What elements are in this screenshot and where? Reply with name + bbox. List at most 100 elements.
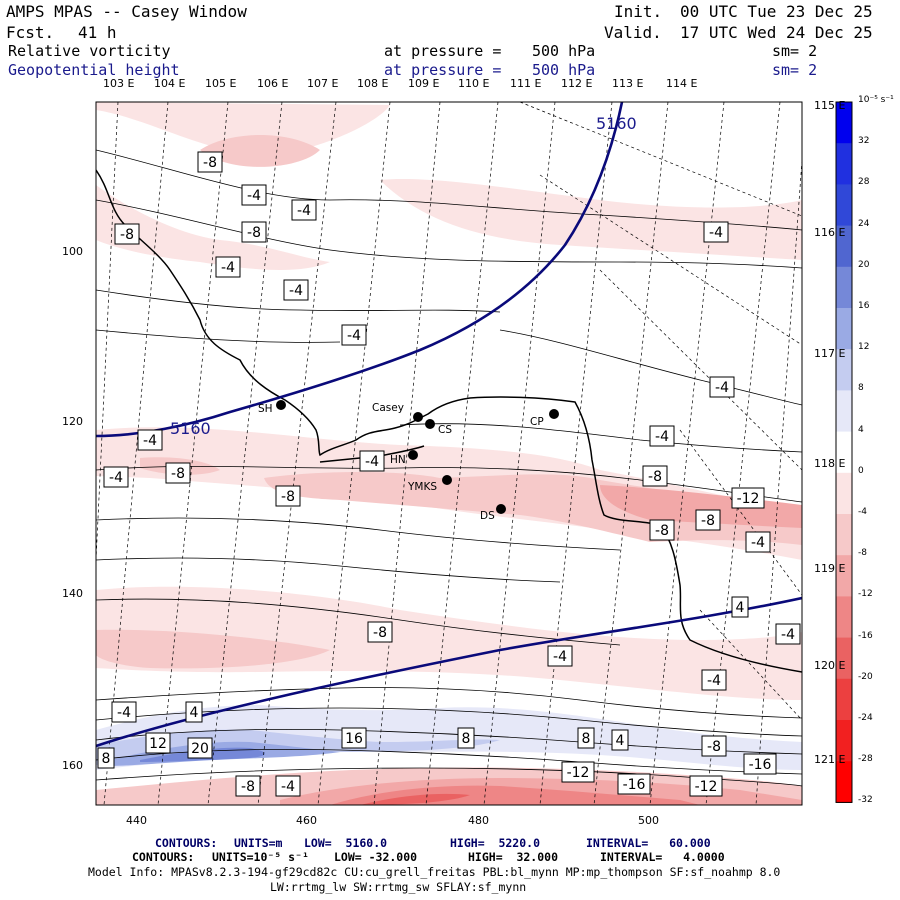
station-label-hn: HN [390,454,406,466]
vorticity-label: -8 [275,485,301,507]
top-lon-label: 111 E [510,77,542,90]
vorticity-label-text: -4 [281,779,295,795]
x-tick-label: 480 [468,814,489,827]
vorticity-label-text: -4 [655,429,669,445]
footer-height-high: HIGH= 5220.0 [450,836,541,850]
station-dot-ds[interactable] [496,504,506,514]
station-dot-cs[interactable] [425,419,435,429]
colorbar-segment [836,761,852,803]
station-dot-cp[interactable] [549,409,559,419]
colorbar-segment [836,225,852,268]
field1-pressure-label: at pressure = [384,42,502,60]
colorbar-segment [836,472,852,515]
vorticity-label-text: 8 [462,731,471,747]
vorticity-label: -4 [775,623,801,645]
station-label-casey: Casey [372,402,404,414]
footer-vort-units: UNITS=10⁻⁵ s⁻¹ [212,850,309,864]
vorticity-label: -16 [617,773,651,795]
vorticity-label-text: -8 [655,523,669,539]
top-lon-label: 106 E [257,77,289,90]
vorticity-label-text: -4 [247,188,261,204]
colorbar-segment [836,102,852,144]
station-dot-ymks[interactable] [442,475,452,485]
vorticity-label-text: -8 [203,155,217,171]
field1-name: Relative vorticity [8,42,171,60]
colorbar-label: 4 [858,424,864,435]
top-lon-label: 112 E [561,77,593,90]
colorbar [835,101,853,803]
field2-smoothing: sm= 2 [772,61,818,79]
vorticity-label-text: -8 [171,466,185,482]
vorticity-label: -4 [291,199,317,221]
top-lon-label: 107 E [307,77,339,90]
vorticity-label: -4 [703,221,729,243]
forecast-label: Fcst. [6,23,55,42]
x-tick-label: 440 [126,814,147,827]
y-tick-label: 100 [62,245,83,258]
station-label-ymks: YMKS [408,481,438,493]
footer-vort-contours-label: CONTOURS: [132,850,195,864]
vorticity-label: -8 [165,462,191,484]
colorbar-segment [836,514,852,556]
vorticity-label-text: -4 [781,627,795,643]
vorticity-label-text: -4 [365,454,379,470]
top-lon-label: 109 E [408,77,440,90]
station-dot-hn[interactable] [408,450,418,460]
station-markers [276,400,559,514]
vorticity-label: -8 [701,735,727,757]
vorticity-label-text: 16 [345,731,363,747]
vorticity-label: -4 [215,256,241,278]
top-lon-label: 108 E [357,77,389,90]
vorticity-label-text: -4 [143,433,157,449]
vorticity-label-text: -4 [553,649,567,665]
vorticity-label-text: -8 [120,227,134,243]
field2-pressure-label: at pressure = [384,61,502,79]
vorticity-label: -4 [241,184,267,206]
top-lon-label: 110 E [458,77,490,90]
plot-title: AMPS MPAS -- Casey Window [6,2,247,21]
vorticity-label: -4 [283,279,309,301]
vorticity-label-text: 4 [736,600,745,616]
colorbar-frame [835,101,853,803]
footer-height-contours-label: CONTOURS: [155,836,218,850]
station-dot-casey[interactable] [413,412,423,422]
footer-vort-high: HIGH= 32.000 [468,850,559,864]
colorbar-label: 32 [858,136,870,147]
colorbar-segment [836,143,852,185]
vorticity-label: -4 [547,645,573,667]
right-lon-label: 117 E [814,347,846,360]
colorbar-segment [836,720,852,762]
vorticity-label: -4 [341,324,367,346]
colorbar-label: -20 [858,671,873,682]
colorbar-label: -8 [858,548,867,559]
footer-height-units: UNITS=m [234,836,283,850]
right-lon-label: 119 E [814,562,846,575]
vorticity-label-text: 8 [582,731,591,747]
field1-pressure-value: 500 hPa [532,42,596,60]
y-tick-label: 120 [62,415,83,428]
colorbar-segment [836,555,852,597]
vorticity-label: -8 [649,519,675,541]
footer-vort-interval: INTERVAL= 4.0000 [600,850,725,864]
top-lon-label: 114 E [666,77,698,90]
y-tick-label: 160 [62,759,83,772]
vorticity-label: -4 [275,775,301,797]
vorticity-label-text: -16 [623,777,646,793]
top-lon-label: 105 E [205,77,237,90]
vorticity-label-text: -12 [695,779,718,795]
vorticity-label: -8 [114,223,140,245]
vorticity-label-text: -16 [749,757,772,773]
init-label: Init. [614,2,663,21]
vorticity-label: 12 [145,732,171,754]
vorticity-label: -4 [137,429,163,451]
init-value: 00 UTC Tue 23 Dec 25 [680,2,873,21]
colorbar-segment [836,266,852,309]
right-lon-label: 116 E [814,226,846,239]
station-dot-sh[interactable] [276,400,286,410]
vorticity-contour-labels: -8 -4 -4 -8 -8 -4 -4 -4 -4 -4 -4 -4 -8 -4 -8 -4 -8 -12 -8 -… [97,151,801,797]
vorticity-label-text: 8 [102,751,111,767]
vorticity-label: -4 [359,450,385,472]
vorticity-label: -12 [731,487,765,509]
vorticity-label-text: -4 [707,673,721,689]
